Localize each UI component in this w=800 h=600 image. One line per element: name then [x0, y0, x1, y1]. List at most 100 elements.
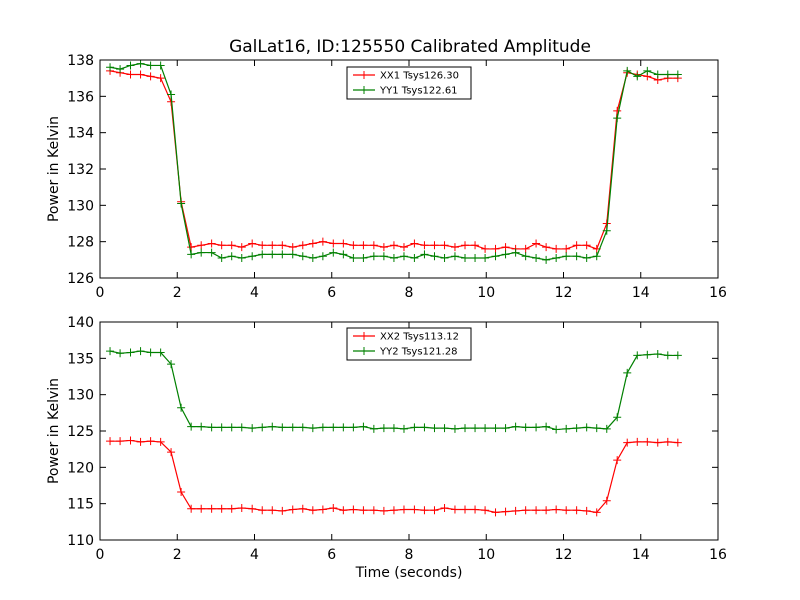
top-data-point	[389, 254, 398, 263]
bottom-data-point	[227, 423, 236, 432]
bottom-data-point	[532, 423, 541, 432]
bottom-x-axis-label: Time (seconds)	[355, 565, 463, 581]
top-data-point	[288, 250, 297, 259]
bottom-data-point	[673, 351, 682, 360]
top-data-point	[481, 254, 490, 263]
bottom-data-point	[237, 423, 246, 432]
top-data-point	[339, 250, 348, 259]
bottom-data-point	[623, 438, 632, 447]
top-data-point	[248, 239, 257, 248]
bottom-data-point	[430, 506, 439, 515]
top-x-tick-label: 12	[555, 285, 573, 301]
top-legend-marker	[360, 71, 368, 79]
top-data-point	[552, 254, 561, 263]
bottom-data-point	[167, 448, 176, 457]
bottom-y-tick-label: 135	[67, 351, 94, 367]
bottom-data-point	[481, 424, 490, 433]
bottom-data-point	[521, 506, 530, 515]
bottom-data-point	[481, 506, 490, 515]
bottom-data-point	[187, 422, 196, 431]
bottom-x-tick-label: 8	[405, 547, 414, 563]
bottom-data-point	[643, 437, 652, 446]
top-data-point	[562, 244, 571, 253]
bottom-data-point	[491, 424, 500, 433]
bottom-data-point	[318, 423, 327, 432]
bottom-data-point	[582, 423, 591, 432]
top-data-point	[552, 244, 561, 253]
bottom-data-point	[562, 506, 571, 515]
top-data-point	[126, 70, 135, 79]
top-data-point	[248, 252, 257, 261]
top-data-point	[156, 74, 165, 83]
top-data-point	[613, 106, 622, 115]
top-data-point	[359, 241, 368, 250]
top-data-point	[116, 65, 125, 74]
top-data-point	[461, 241, 470, 250]
top-x-tick-label: 14	[632, 285, 650, 301]
bottom-data-point	[217, 423, 226, 432]
top-data-point	[410, 254, 419, 263]
top-data-point	[156, 61, 165, 70]
bottom-data-point	[450, 424, 459, 433]
top-data-point	[633, 72, 642, 81]
top-data-point	[572, 241, 581, 250]
top-data-point	[146, 61, 155, 70]
bottom-data-point	[106, 347, 115, 356]
bottom-data-point	[389, 424, 398, 433]
top-data-point	[532, 254, 541, 263]
bottom-data-point	[491, 508, 500, 517]
bottom-x-tick-label: 6	[327, 547, 336, 563]
top-y-tick-label: 138	[67, 53, 94, 69]
bottom-data-point	[399, 505, 408, 514]
top-data-point	[126, 61, 135, 70]
top-data-point	[491, 244, 500, 253]
top-data-point	[440, 241, 449, 250]
bottom-legend-box	[346, 327, 472, 361]
top-data-point	[379, 243, 388, 252]
bottom-data-point	[389, 506, 398, 515]
top-data-point	[298, 241, 307, 250]
bottom-data-point	[562, 424, 571, 433]
bottom-data-point	[410, 423, 419, 432]
bottom-x-tick-label: 16	[709, 547, 727, 563]
top-data-point	[663, 70, 672, 79]
top-data-point	[359, 254, 368, 263]
bottom-data-point	[197, 504, 206, 513]
bottom-data-point	[471, 424, 480, 433]
top-chart-panel: 0 2 4 6 8 10 12 14 16 126 128 130 132 134 136 138 Power …	[46, 53, 727, 301]
bottom-data-point	[369, 506, 378, 515]
bottom-data-point	[106, 437, 115, 446]
bottom-data-point	[156, 348, 165, 357]
bottom-data-point	[633, 351, 642, 360]
top-data-point	[471, 254, 480, 263]
top-data-point	[136, 70, 145, 79]
top-data-point	[268, 241, 277, 250]
bottom-data-point	[268, 506, 277, 515]
bottom-data-point	[359, 506, 368, 515]
bottom-data-point	[582, 506, 591, 515]
bottom-data-point	[532, 506, 541, 515]
bottom-data-point	[298, 423, 307, 432]
top-data-point	[318, 252, 327, 261]
top-x-tick-label: 2	[173, 285, 182, 301]
top-data-point	[542, 243, 551, 252]
bottom-data-point	[146, 348, 155, 357]
bottom-y-tick-label: 140	[67, 315, 94, 331]
top-data-point	[511, 248, 520, 257]
top-data-point	[420, 241, 429, 250]
bottom-data-point	[461, 424, 470, 433]
top-data-point	[450, 243, 459, 252]
bottom-data-point	[339, 423, 348, 432]
bottom-x-tick-label: 14	[632, 547, 650, 563]
top-data-point	[167, 90, 176, 99]
top-data-point	[349, 254, 358, 263]
top-data-point	[532, 239, 541, 248]
bottom-data-point	[146, 437, 155, 446]
bottom-data-point	[318, 505, 327, 514]
bottom-data-point	[653, 438, 662, 447]
bottom-data-point	[298, 504, 307, 513]
bottom-data-point	[359, 422, 368, 431]
bottom-legend-label: XX2 Tsys113.12	[380, 332, 459, 343]
bottom-chart-panel: 0 2 4 6 8 10 12 14 16 110 115 120 125 130 135 140 Power …	[46, 315, 727, 581]
